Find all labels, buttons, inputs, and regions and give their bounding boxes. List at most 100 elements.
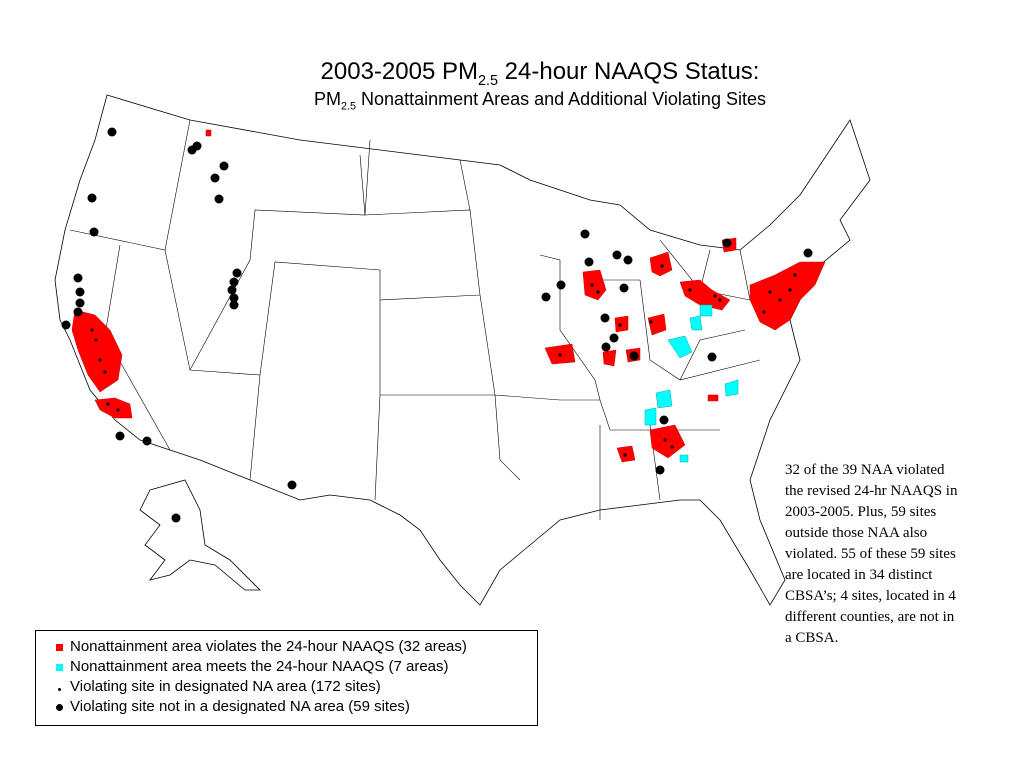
subtitle: PM2.5 Nonattainment Areas and Additional…	[0, 89, 1024, 113]
violating-sites	[61, 127, 813, 523]
legend-swatch	[57, 688, 61, 692]
violating-site-in-na	[98, 358, 102, 362]
subtitle-text: PM	[314, 89, 342, 109]
violating-site	[73, 273, 83, 283]
subtitle-text: Nonattainment Areas and Additional Viola…	[356, 89, 766, 109]
violating-site-in-na	[762, 310, 766, 314]
violating-site-in-na	[670, 445, 674, 449]
legend-label: Nonattainment area violates the 24-hour …	[70, 638, 467, 655]
note-line: are located in 34 distinct	[785, 567, 933, 583]
legend: Nonattainment area violates the 24-hour …	[35, 630, 538, 726]
violating-site	[232, 268, 242, 278]
legend-symbol	[48, 657, 70, 677]
violating-site-in-na	[778, 298, 782, 302]
title: 2003-2005 PM2.5 24-hour NAAQS Status:	[0, 58, 1024, 89]
note-line: different counties, are not in	[785, 609, 955, 625]
title-text: 2003-2005 PM	[320, 58, 478, 85]
violating-site-in-na	[788, 288, 792, 292]
violating-site-in-na	[688, 288, 692, 292]
violating-site-in-na	[660, 264, 664, 268]
violating-site	[107, 127, 117, 137]
violating-site-in-na	[558, 353, 562, 357]
violating-site	[214, 194, 224, 204]
us-outline	[54, 94, 871, 606]
note-line: 32 of the 39 NAA violated	[785, 462, 945, 478]
violating-site	[75, 298, 85, 308]
violating-site-in-na	[713, 294, 717, 298]
violating-site	[192, 141, 202, 151]
violating-site	[600, 313, 610, 323]
note-line: 2003-2005. Plus, 59 sites	[785, 504, 937, 520]
violating-site	[803, 248, 813, 258]
violating-site-in-na	[103, 370, 107, 374]
violating-site-in-na	[590, 283, 594, 287]
violating-site-in-na	[649, 320, 653, 324]
violating-site	[601, 342, 611, 352]
note-line: a CBSA.	[785, 630, 839, 646]
violating-site	[287, 480, 297, 490]
violating-site	[115, 431, 125, 441]
legend-label: Nonattainment area meets the 24-hour NAA…	[70, 658, 449, 675]
violating-site	[142, 436, 152, 446]
violating-site	[707, 352, 717, 362]
violating-site	[171, 513, 181, 523]
legend-item: Nonattainment area meets the 24-hour NAA…	[48, 657, 449, 677]
violating-site	[541, 292, 551, 302]
violating-site	[219, 161, 229, 171]
note-line: violated. 55 of these 59 sites	[785, 546, 956, 562]
legend-item: Violating site in designated NA area (17…	[48, 677, 381, 697]
title-text: 24-hour NAAQS Status:	[498, 58, 760, 85]
violating-site-in-na	[618, 323, 622, 327]
violating-site	[609, 333, 619, 343]
violating-site-in-na	[90, 328, 94, 332]
violating-site	[75, 287, 85, 297]
violating-site	[87, 193, 97, 203]
violating-site	[629, 351, 639, 361]
violating-site-in-na	[768, 290, 772, 294]
violating-site	[229, 293, 239, 303]
nonattainment-violating	[71, 129, 826, 463]
legend-item: Nonattainment area violates the 24-hour …	[48, 637, 467, 657]
legend-swatch	[55, 704, 63, 712]
violating-site	[556, 280, 566, 290]
violating-site	[580, 229, 590, 239]
violating-site	[229, 277, 239, 287]
violating-site-in-na	[596, 290, 600, 294]
violating-site-in-na	[106, 402, 110, 406]
subtitle-subscript: 2.5	[341, 100, 357, 113]
nonattainment-meeting	[644, 304, 739, 463]
legend-swatch	[55, 664, 63, 672]
note-line: the revised 24-hr NAAQS in	[785, 483, 958, 499]
legend-label: Violating site not in a designated NA ar…	[70, 698, 410, 715]
legend-symbol	[48, 697, 70, 717]
legend-symbol	[48, 637, 70, 657]
violating-site	[619, 283, 629, 293]
legend-item: Violating site not in a designated NA ar…	[48, 697, 410, 717]
violating-site	[210, 173, 220, 183]
violating-site-in-na	[116, 408, 120, 412]
state-lines	[69, 119, 791, 520]
violating-site	[623, 255, 633, 265]
violating-site	[584, 257, 594, 267]
violating-site	[612, 250, 622, 260]
note-line: outside those NAA also	[785, 525, 928, 541]
violating-site-in-na	[718, 298, 722, 302]
legend-symbol	[48, 677, 70, 697]
violating-site	[61, 320, 71, 330]
violating-site-in-na	[94, 338, 98, 342]
violating-site	[722, 238, 732, 248]
legend-label: Violating site in designated NA area (17…	[70, 678, 381, 695]
violating-site	[655, 465, 665, 475]
violating-site	[73, 307, 83, 317]
title-subscript: 2.5	[477, 72, 498, 89]
violating-site-in-na	[663, 438, 667, 442]
violating-site	[89, 227, 99, 237]
violating-site-in-na	[793, 273, 797, 277]
violating-site	[227, 285, 237, 295]
note: 32 of the 39 NAA violated the revised 24-…	[785, 460, 957, 649]
legend-swatch	[55, 644, 63, 652]
violating-site	[659, 415, 669, 425]
violating-site	[229, 300, 239, 310]
